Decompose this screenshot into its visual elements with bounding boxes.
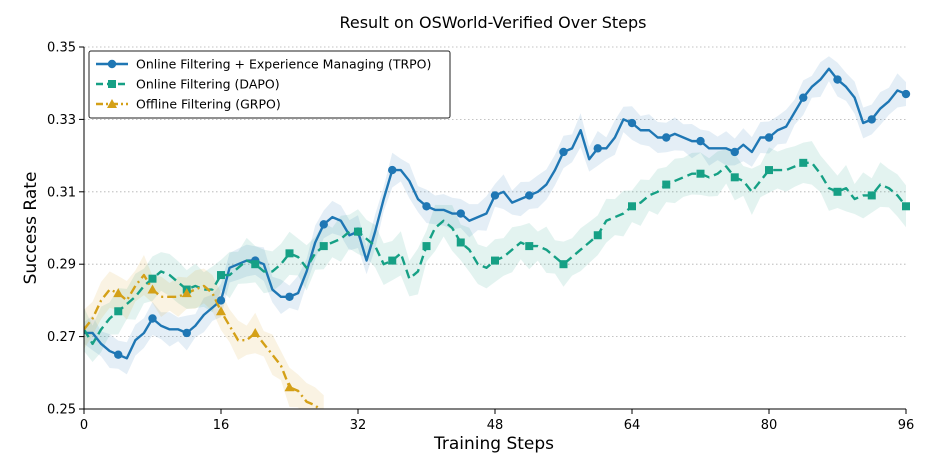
point-0-28: [319, 220, 328, 229]
point-1-36: [388, 256, 397, 265]
point-1-72: [696, 169, 705, 178]
point-0-60: [593, 144, 602, 153]
point-2-4: [113, 288, 124, 298]
point-1-84: [799, 158, 808, 167]
legend-label-2: Offline Filtering (GRPO): [136, 97, 281, 112]
point-1-80: [765, 166, 773, 175]
y-axis-label: Success Rate: [21, 172, 41, 285]
point-1-40: [422, 242, 431, 251]
point-1-60: [593, 231, 602, 240]
x-tick-label-2: 32: [350, 418, 367, 433]
point-0-12: [182, 328, 191, 338]
point-0-80: [764, 133, 774, 142]
point-2-24: [284, 382, 295, 392]
point-1-56: [559, 260, 568, 269]
point-1-52: [525, 242, 534, 251]
x-axis-label: Training Steps: [433, 434, 554, 454]
point-1-96: [902, 202, 910, 211]
point-0-84: [799, 93, 808, 102]
x-tick-label-5: 80: [761, 418, 778, 433]
x-tick-label-4: 64: [624, 418, 641, 433]
point-0-44: [456, 209, 465, 218]
point-0-56: [559, 147, 568, 157]
point-0-76: [730, 147, 739, 157]
point-0-36: [388, 165, 397, 175]
point-1-32: [354, 227, 362, 236]
x-tick-label-0: 0: [80, 418, 88, 433]
point-2-8: [147, 284, 158, 294]
point-1-92: [867, 191, 876, 200]
point-2-12: [181, 288, 192, 298]
x-tick-label-1: 16: [213, 418, 230, 433]
y-tick-label-5: 0.35: [47, 41, 76, 56]
y-ticks: 0.25 0.27 0.29 0.31 0.33 0.35: [47, 41, 84, 418]
point-1-28: [319, 242, 328, 251]
point-1-68: [662, 180, 671, 189]
point-1-8: [148, 274, 157, 283]
band-1: [84, 141, 906, 363]
y-tick-label-3: 0.31: [47, 185, 76, 200]
point-0-88: [833, 75, 842, 84]
point-0-4: [114, 350, 123, 359]
x-tick-label-6: 96: [898, 418, 915, 433]
y-tick-label-0: 0.25: [47, 403, 76, 418]
point-1-64: [628, 202, 636, 211]
point-0-52: [525, 191, 534, 200]
point-0-48: [490, 191, 500, 200]
point-1-88: [833, 187, 842, 196]
chart-title: Result on OSWorld-Verified Over Steps: [339, 13, 646, 32]
point-1-16: [217, 271, 225, 280]
legend-box: [88, 50, 451, 119]
point-0-64: [627, 118, 637, 128]
point-0-40: [422, 202, 431, 211]
legend-marker-1: [108, 80, 116, 88]
point-0-24: [285, 292, 294, 301]
legend-marker-0: [107, 59, 117, 69]
point-0-92: [867, 115, 876, 124]
x-tick-label-3: 48: [487, 418, 504, 433]
point-0-68: [662, 133, 671, 142]
series-line-2: [84, 273, 322, 409]
series-markers: [113, 75, 911, 392]
legend-marker-2: [107, 99, 117, 108]
y-tick-label-1: 0.27: [47, 330, 76, 345]
point-1-76: [730, 173, 739, 182]
point-1-44: [456, 238, 465, 247]
point-2-20: [250, 327, 261, 337]
legend: Online Filtering + Experience Managing (…: [88, 50, 451, 119]
point-2-16: [216, 306, 226, 316]
point-0-16: [216, 296, 226, 305]
legend-label-1: Online Filtering (DAPO): [136, 77, 280, 92]
point-0-96: [901, 89, 911, 99]
band-2: [84, 255, 324, 409]
x-ticks: 0 16 32 48 64 80 96: [80, 409, 914, 433]
legend-label-0: Online Filtering + Experience Managing (…: [136, 57, 431, 72]
point-1-4: [114, 307, 123, 316]
point-0-8: [148, 314, 157, 323]
point-1-48: [491, 256, 499, 265]
y-tick-label-4: 0.33: [47, 113, 76, 128]
point-1-20: [251, 260, 260, 269]
point-1-24: [285, 249, 294, 258]
y-tick-label-2: 0.29: [47, 258, 76, 273]
point-0-72: [696, 136, 705, 146]
